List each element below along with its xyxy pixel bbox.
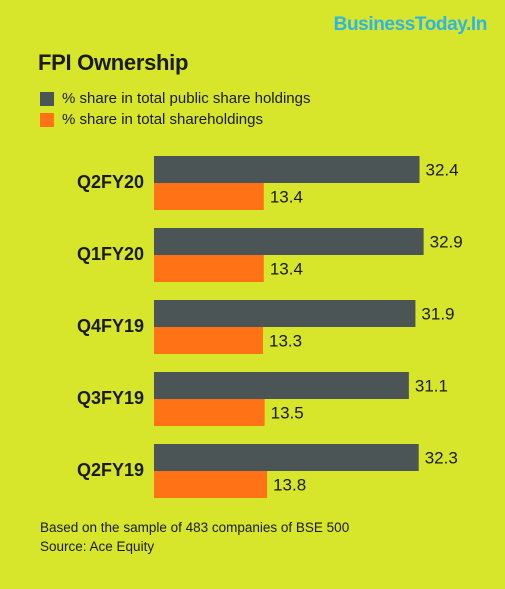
- legend-label-total: % share in total shareholdings: [62, 111, 263, 128]
- legend-label-public: % share in total public share holdings: [62, 90, 311, 107]
- value-label-total-q4fy19: 13.3: [269, 332, 302, 351]
- legend-swatch-public: [40, 91, 54, 106]
- category-label-q2fy20: Q2FY20: [77, 172, 144, 192]
- value-label-public-q1fy20: 32.9: [430, 233, 463, 252]
- value-label-total-q3fy19: 13.5: [271, 404, 304, 423]
- footnote-sample: Based on the sample of 483 companies of …: [40, 520, 350, 535]
- bar-total-q4fy19: [154, 327, 263, 354]
- footnote-source: Source: Ace Equity: [40, 539, 155, 554]
- footnote: Based on the sample of 483 companies of …: [40, 518, 349, 556]
- category-label-q1fy20: Q1FY20: [77, 244, 144, 264]
- brand-logo: BusinessToday.In: [333, 14, 488, 35]
- category-label-q2fy19: Q2FY19: [77, 460, 144, 480]
- bar-public-q2fy20: [154, 156, 420, 183]
- legend-swatch-total: [40, 112, 54, 127]
- bar-public-q4fy19: [154, 300, 416, 327]
- bar-total-q3fy19: [154, 399, 265, 426]
- category-label-q3fy19: Q3FY19: [77, 388, 144, 408]
- value-label-public-q3fy19: 31.1: [415, 377, 448, 396]
- legend-item-total: % share in total shareholdings: [40, 111, 263, 128]
- value-label-total-q1fy20: 13.4: [270, 260, 303, 279]
- chart-title: FPI Ownership: [38, 50, 189, 75]
- bar-public-q1fy20: [154, 228, 424, 255]
- value-label-total-q2fy19: 13.8: [273, 476, 306, 495]
- bar-public-q2fy19: [154, 444, 419, 471]
- value-label-public-q4fy19: 31.9: [421, 305, 454, 324]
- bar-total-q2fy19: [154, 471, 268, 498]
- bar-total-q2fy20: [154, 183, 264, 210]
- category-label-q4fy19: Q4FY19: [77, 316, 144, 336]
- value-label-public-q2fy20: 32.4: [426, 161, 459, 180]
- bar-total-q1fy20: [154, 255, 264, 282]
- value-label-public-q2fy19: 32.3: [425, 449, 458, 468]
- value-label-total-q2fy20: 13.4: [270, 188, 303, 207]
- bar-public-q3fy19: [154, 372, 409, 399]
- legend-item-public: % share in total public share holdings: [40, 90, 310, 107]
